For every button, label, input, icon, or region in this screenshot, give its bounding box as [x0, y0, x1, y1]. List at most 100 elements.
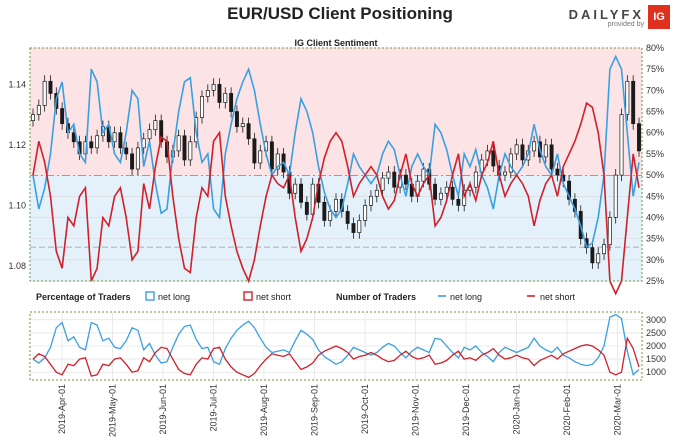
candle: [555, 168, 560, 176]
candle: [543, 144, 548, 158]
candle: [246, 123, 251, 140]
candle: [607, 217, 612, 246]
candle: [567, 180, 572, 200]
date-tick-label: 2019-Oct-01: [360, 384, 370, 434]
date-tick-label: 2019-Jul-01: [209, 384, 219, 432]
candle: [269, 141, 274, 170]
candle: [118, 132, 123, 149]
candle: [217, 83, 222, 103]
percent-tick-label: 50%: [646, 170, 664, 180]
candle: [596, 253, 601, 264]
candle: [130, 153, 135, 170]
legend-net-short-label: net short: [256, 292, 292, 302]
percent-tick-label: 45%: [646, 191, 664, 201]
percent-tick-label: 35%: [646, 234, 664, 244]
legend-count-net-short-label: net short: [540, 292, 576, 302]
candle: [613, 174, 618, 218]
candle: [48, 80, 53, 94]
candle: [421, 168, 426, 182]
net-long-pct-line: [32, 54, 640, 249]
candle: [229, 93, 234, 112]
candle: [345, 211, 350, 224]
candle: [211, 83, 216, 91]
candle: [520, 144, 525, 161]
candle: [200, 96, 204, 118]
percent-tick-label: 30%: [646, 255, 664, 265]
percent-tick-label: 55%: [646, 149, 664, 159]
candle: [328, 211, 333, 221]
candle: [188, 141, 193, 161]
candle: [590, 247, 595, 264]
candle: [433, 183, 438, 200]
candle: [602, 244, 606, 255]
candle: [503, 171, 507, 176]
percent-tick-label: 25%: [646, 276, 664, 286]
count-tick-label: 3000: [646, 315, 666, 325]
sentiment-lines: [32, 54, 640, 296]
candle: [392, 171, 397, 188]
candle: [60, 108, 65, 124]
legend-number-title: Number of Traders: [336, 292, 416, 302]
percent-tick-label: 65%: [646, 107, 664, 117]
percent-tick-label: 40%: [646, 212, 664, 222]
candle: [456, 198, 461, 206]
candle: [450, 186, 455, 200]
price-tick-label: 1.08: [8, 261, 26, 271]
percent-tick-label: 70%: [646, 85, 664, 95]
candle: [386, 171, 391, 179]
date-tick-label: 2020-Jan-01: [512, 384, 522, 435]
page-title: EUR/USD Client Positioning: [227, 4, 453, 23]
bottom-panel: 1000 1500 2000 2500 3000 2019-Apr-01 2019-May…: [29, 311, 666, 437]
candle: [357, 220, 362, 233]
candle: [252, 138, 257, 164]
candle: [334, 198, 338, 212]
price-tick-label: 1.14: [8, 79, 26, 89]
candle: [176, 135, 181, 152]
candle: [89, 141, 94, 149]
candle: [374, 189, 379, 197]
price-tick-label: 1.10: [8, 200, 26, 210]
candle: [31, 114, 35, 121]
candle: [159, 120, 164, 143]
date-tick-label: 2019-Nov-01: [411, 384, 421, 436]
candle: [631, 80, 636, 124]
date-tick-label: 2020-Feb-01: [562, 384, 572, 436]
candle: [205, 90, 210, 97]
candle: [112, 132, 117, 143]
percent-tick-label: 80%: [646, 43, 664, 53]
bottom-panel-frame: [29, 311, 643, 381]
legend-net-short-swatch: [243, 291, 253, 301]
candle: [36, 105, 41, 115]
candle: [304, 201, 309, 215]
price-tick-label: 1.12: [8, 140, 26, 150]
brand-name: DAILYFX: [568, 7, 644, 22]
brand-subtitle: provided by: [607, 21, 644, 28]
trader-count-lines: [32, 313, 640, 379]
candle: [351, 223, 356, 233]
legend-count-net-long-label: net long: [450, 292, 482, 302]
top-panel: IG Client Sentiment 1.08 1.10 1.12 1.14 25%…: [8, 38, 664, 296]
candle: [153, 120, 158, 131]
candle: [514, 144, 519, 155]
candle: [625, 80, 630, 115]
date-tick-label: 2019-May-01: [108, 384, 118, 437]
candle: [549, 144, 554, 170]
candle: [42, 80, 47, 106]
candle: [322, 201, 327, 221]
candle: [258, 150, 263, 164]
candle: [473, 171, 478, 188]
candle: [95, 135, 100, 149]
legend-net-long-label: net long: [158, 292, 190, 302]
candle: [223, 93, 228, 103]
candle: [369, 195, 373, 206]
legend-percentage-title: Percentage of Traders: [36, 292, 131, 302]
candle: [403, 174, 408, 185]
legend: Percentage of Traders net long net short…: [36, 291, 576, 302]
candle: [293, 183, 298, 194]
count-tick-label: 2000: [646, 341, 666, 351]
candle: [637, 123, 641, 152]
dailyfx-logo: DAILYFX provided by IG: [569, 3, 670, 33]
date-tick-label: 2019-Dec-01: [461, 384, 471, 436]
candle: [299, 183, 303, 203]
